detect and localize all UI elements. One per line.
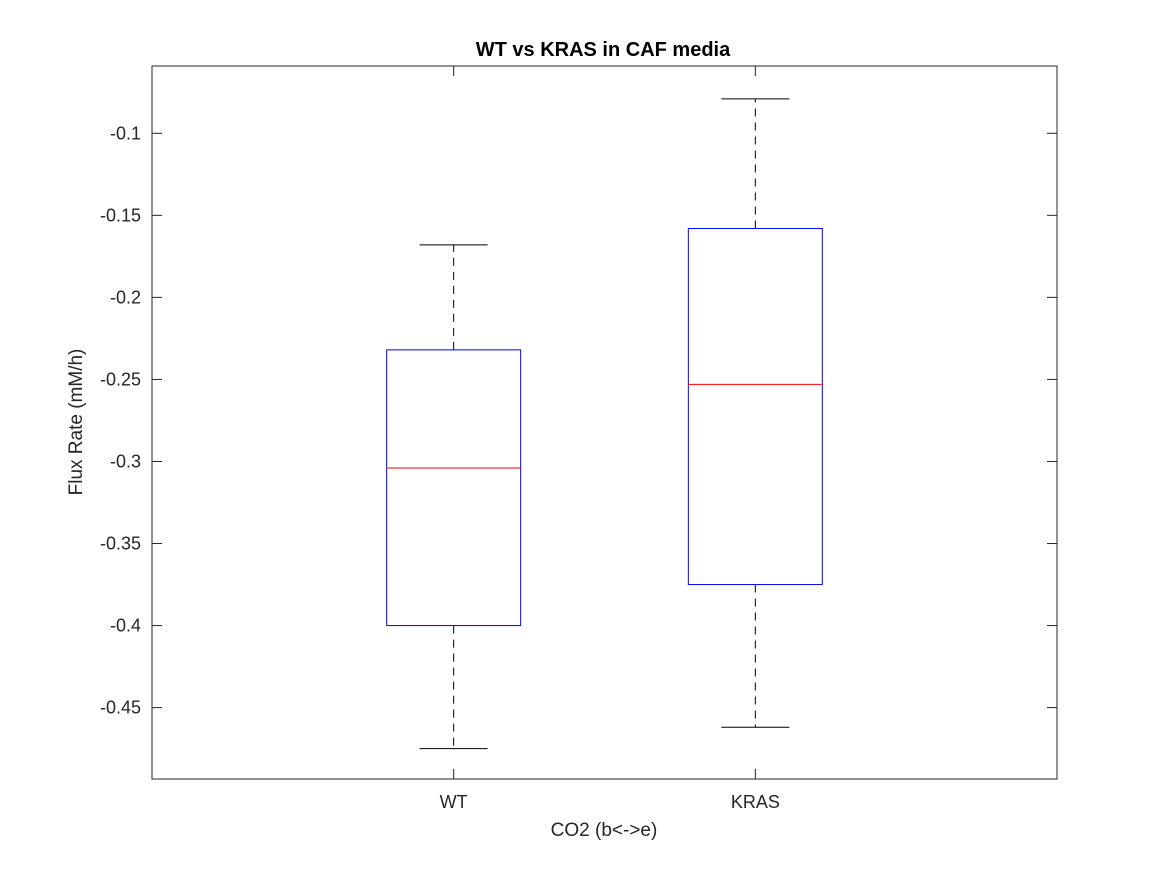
box-kras <box>687 98 823 728</box>
box-wt <box>386 244 522 750</box>
y-tick-label: -0.2 <box>110 287 141 307</box>
y-tick-label: -0.1 <box>110 123 141 143</box>
y-tick-label: -0.25 <box>100 369 141 389</box>
y-axis-label: Flux Rate (mM/h) <box>66 349 87 496</box>
chart-title: WT vs KRAS in CAF media <box>476 39 731 61</box>
x-axis-ticks: WT KRAS <box>440 66 780 812</box>
y-tick-label: -0.15 <box>100 205 141 225</box>
box-iqr <box>687 227 823 586</box>
y-tick-label: -0.35 <box>100 534 141 554</box>
y-axis-ticks: -0.45 -0.4 -0.35 -0.3 -0.25 -0.2 -0.15 -0.1 <box>100 123 1057 718</box>
y-tick-label: -0.4 <box>110 616 141 636</box>
x-axis-label: CO2 (b<->e) <box>551 820 658 841</box>
x-tick-label: WT <box>440 792 468 812</box>
y-tick-label: -0.45 <box>100 698 141 718</box>
box-series <box>386 98 823 750</box>
plot-area-frame <box>151 65 1058 780</box>
x-tick-label: KRAS <box>731 792 780 812</box>
box-iqr <box>386 349 522 627</box>
y-tick-label: -0.3 <box>110 451 141 471</box>
